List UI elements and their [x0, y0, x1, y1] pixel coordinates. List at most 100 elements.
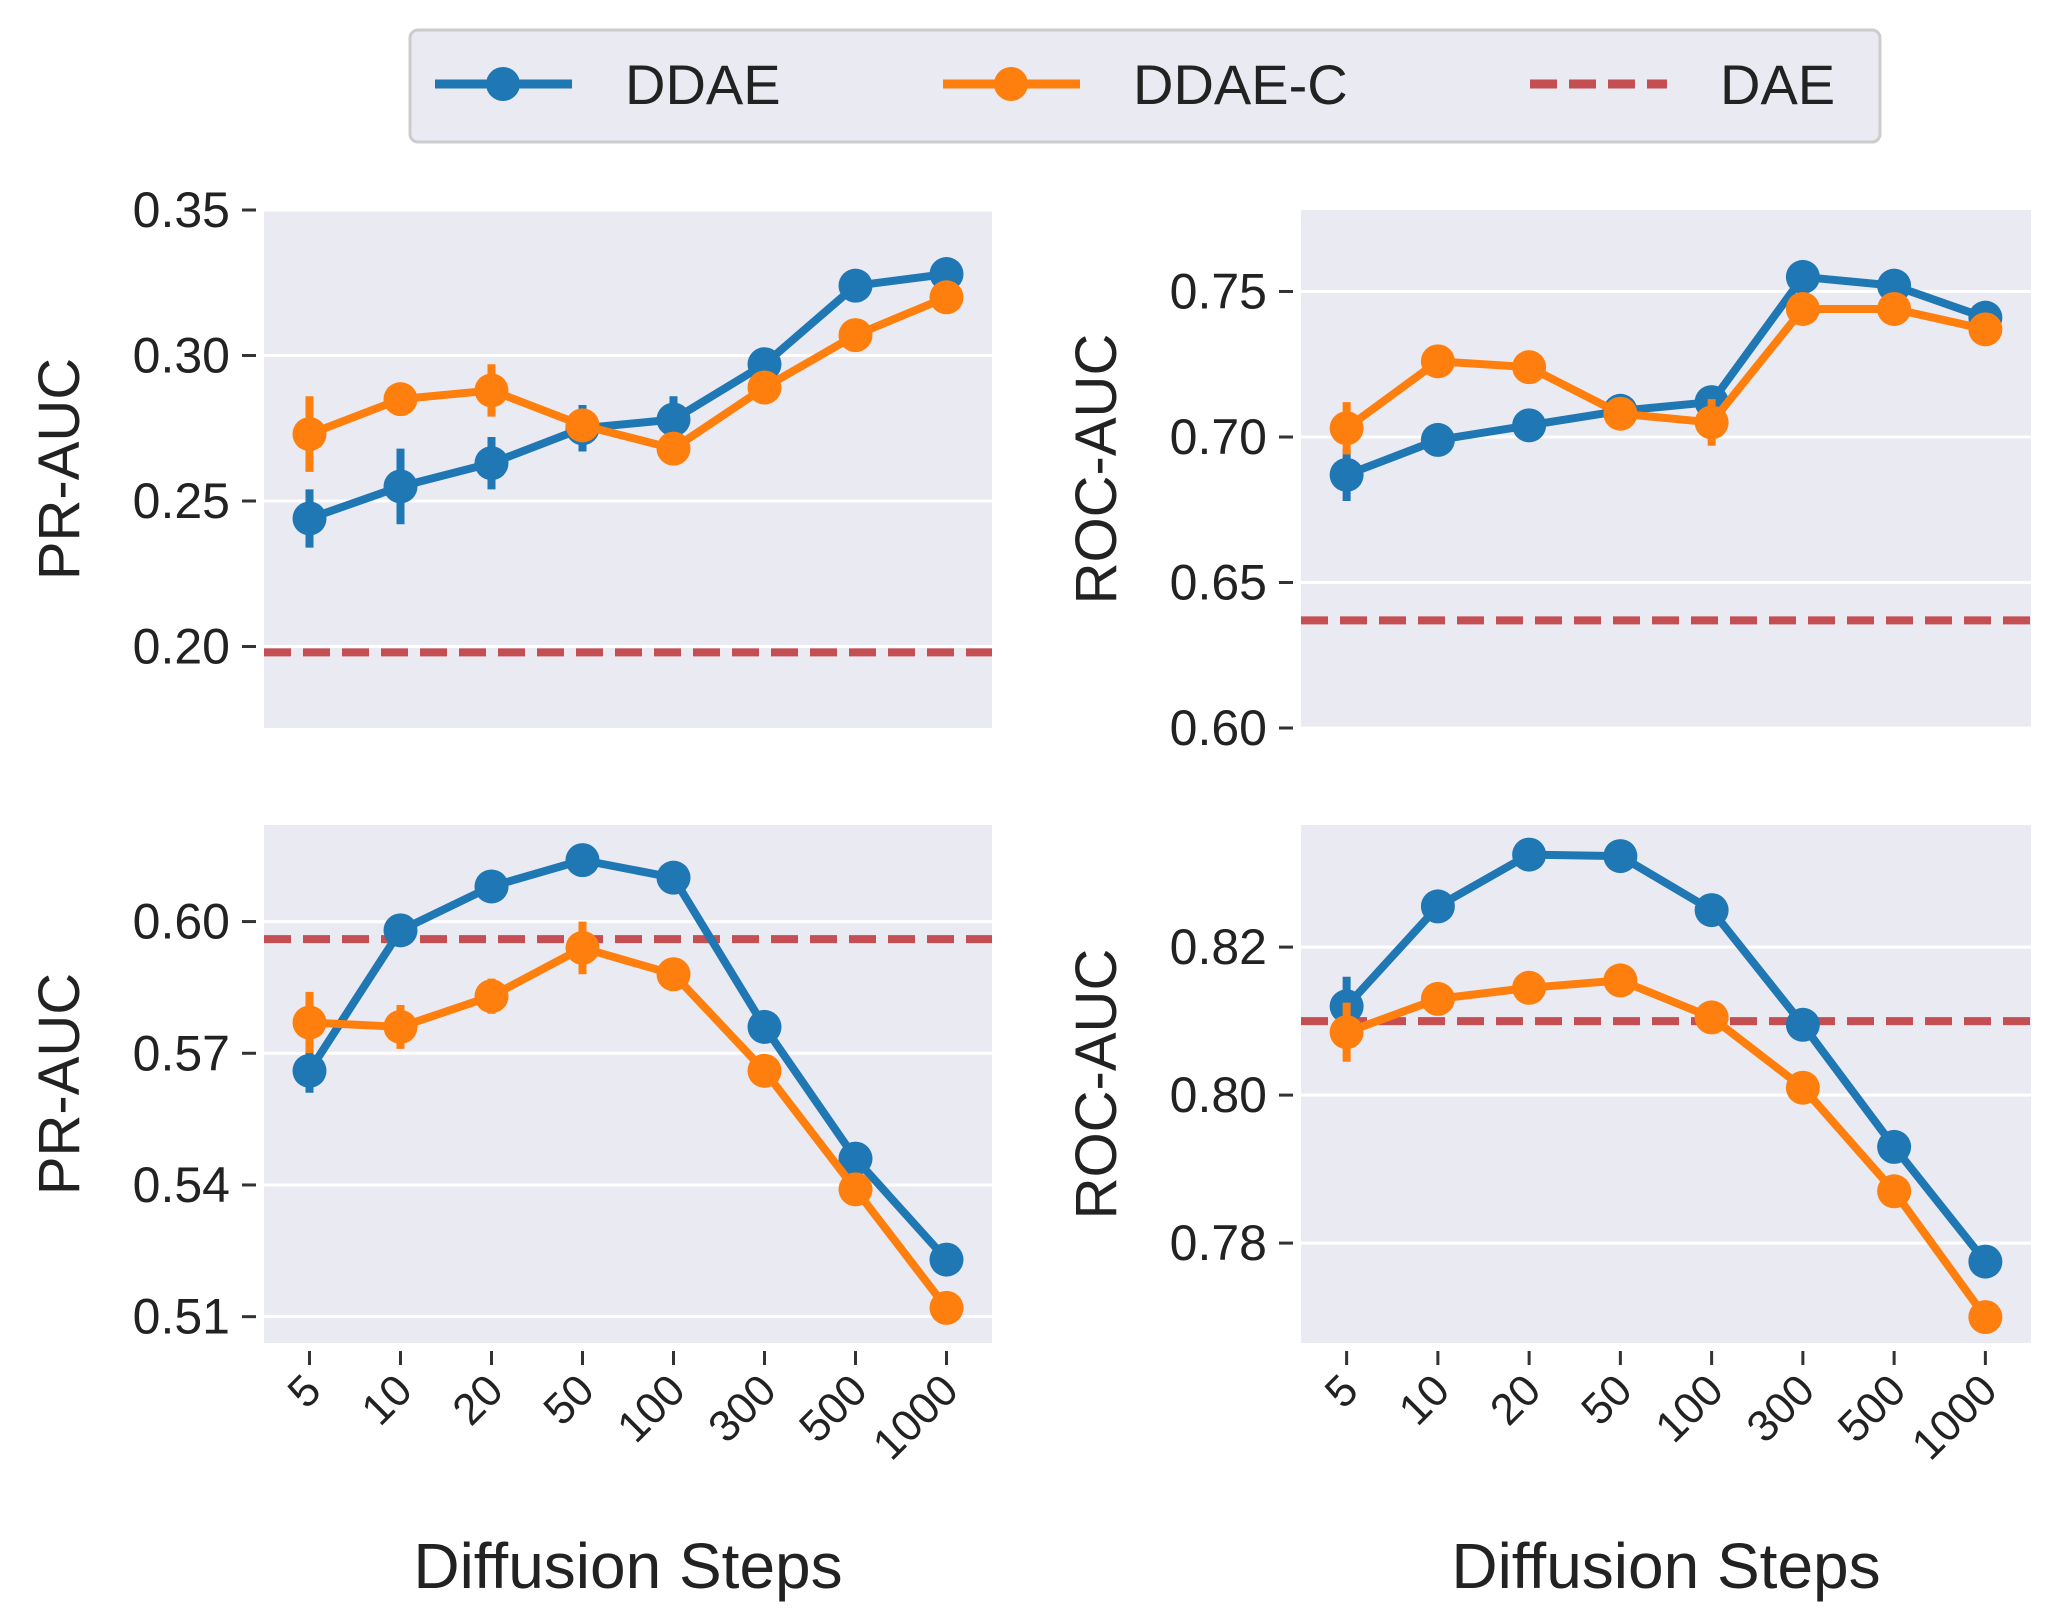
data-point-ddae [747, 1009, 782, 1044]
data-point-ddae-c [929, 280, 964, 315]
ytick-label: 0.60 [133, 894, 230, 950]
data-point-ddae [838, 1141, 873, 1176]
data-point-ddae [1512, 408, 1547, 443]
data-point-ddae-c [1877, 1174, 1912, 1209]
xtick-label: 20 [443, 1365, 512, 1434]
data-point-ddae-c [656, 431, 691, 466]
data-point-ddae-c [1603, 396, 1638, 431]
data-point-ddae [929, 257, 964, 292]
xtick-label: 1000 [864, 1365, 968, 1469]
ytick-label: 0.78 [1170, 1215, 1267, 1271]
legend-label-ddae: DDAE [625, 53, 781, 116]
data-point-ddae [656, 860, 691, 895]
ytick-label: 0.30 [133, 328, 230, 384]
data-point-ddae-c [838, 318, 873, 353]
data-point-ddae-c [838, 1172, 873, 1207]
legend-entry-ddae-c: DDAE-C [943, 53, 1348, 116]
xtick-label: 50 [534, 1365, 603, 1434]
data-point-ddae [292, 501, 327, 536]
data-point-ddae-c [1420, 344, 1455, 379]
xtick-label: 500 [790, 1365, 877, 1452]
data-point-ddae-c [747, 1053, 782, 1088]
data-point-ddae-c [474, 373, 509, 408]
data-point-ddae [656, 402, 691, 437]
data-point-ddae-c [292, 417, 327, 452]
data-point-ddae-c [1785, 1070, 1820, 1105]
xtick-label: 50 [1572, 1365, 1641, 1434]
data-point-ddae-c [1512, 970, 1547, 1005]
xtick-label: 10 [1390, 1365, 1459, 1434]
plot-background [1301, 210, 2031, 728]
ytick-label: 0.25 [133, 473, 230, 529]
xtick-label: 300 [1737, 1365, 1824, 1452]
data-point-ddae [1694, 893, 1729, 928]
data-point-ddae-c [1420, 981, 1455, 1016]
data-point-ddae-c [656, 957, 691, 992]
ytick-label: 0.75 [1170, 263, 1267, 319]
plot-background [264, 210, 992, 728]
data-point-ddae [1877, 1129, 1912, 1164]
ytick-label: 0.65 [1170, 554, 1267, 610]
data-point-ddae [383, 913, 418, 948]
data-point-ddae [838, 268, 873, 303]
xtick-label: 1000 [1903, 1365, 2007, 1469]
legend-marker-ddae-c [994, 67, 1028, 101]
y-axis-label: PR-AUC [27, 358, 92, 580]
xtick-label: 10 [352, 1365, 421, 1434]
xtick-label: 100 [608, 1365, 695, 1452]
ytick-label: 0.35 [133, 182, 230, 238]
xtick-label: 20 [1481, 1365, 1550, 1434]
data-point-ddae-c [1329, 1015, 1364, 1050]
plot-background [264, 825, 992, 1343]
data-point-ddae-c [1968, 312, 2003, 347]
data-point-ddae [565, 843, 600, 878]
data-point-ddae-c [1785, 291, 1820, 326]
data-point-ddae-c [292, 1005, 327, 1040]
data-point-ddae [1785, 1007, 1820, 1042]
series-line-ddae [1343, 850, 1989, 1265]
xtick-label: 500 [1829, 1365, 1916, 1452]
ytick-label: 0.20 [133, 619, 230, 675]
data-point-ddae [1420, 889, 1455, 924]
y-axis-label: PR-AUC [27, 973, 92, 1195]
data-point-ddae [929, 1242, 964, 1277]
ytick-label: 0.70 [1170, 409, 1267, 465]
data-point-ddae-c [747, 370, 782, 405]
data-point-ddae [1420, 422, 1455, 457]
data-point-ddae-c [1968, 1300, 2003, 1335]
xtick-label: 100 [1646, 1365, 1733, 1452]
data-point-ddae [383, 469, 418, 504]
ytick-label: 0.51 [133, 1289, 230, 1345]
x-axis-label: Diffusion Steps [1451, 1530, 1880, 1602]
data-point-ddae-c [565, 930, 600, 965]
data-point-ddae [1329, 457, 1364, 492]
ytick-label: 0.82 [1170, 919, 1267, 975]
ytick-label: 0.57 [133, 1025, 230, 1081]
data-point-ddae-c [383, 382, 418, 417]
ytick-label: 0.80 [1170, 1067, 1267, 1123]
data-point-ddae [474, 869, 509, 904]
ytick-label: 0.60 [1170, 700, 1267, 756]
data-point-ddae-c [383, 1009, 418, 1044]
data-point-ddae-c [474, 979, 509, 1014]
panel-top-right: 0.60 0.65 0.70 0.75 ROC-AUC [1064, 210, 2031, 756]
data-point-ddae-c [1329, 411, 1364, 446]
legend-entry-dae: DAE [1530, 53, 1835, 116]
legend-entry-ddae: DDAE [435, 53, 781, 116]
xtick-label: 5 [1316, 1365, 1368, 1417]
data-point-ddae [747, 347, 782, 382]
data-point-ddae-c [565, 408, 600, 443]
data-point-ddae [474, 446, 509, 481]
data-point-ddae-c [1512, 350, 1547, 385]
legend: DDAE DDAE-C DAE [408, 28, 1882, 144]
legend-frame [408, 28, 1882, 144]
y-axis-label: ROC-AUC [1064, 949, 1129, 1220]
legend-label-ddae-c: DDAE-C [1133, 53, 1348, 116]
data-point-ddae [1512, 837, 1547, 872]
legend-marker-ddae [486, 67, 520, 101]
xtick-label: 5 [279, 1365, 331, 1417]
xtick-label: 300 [699, 1365, 786, 1452]
